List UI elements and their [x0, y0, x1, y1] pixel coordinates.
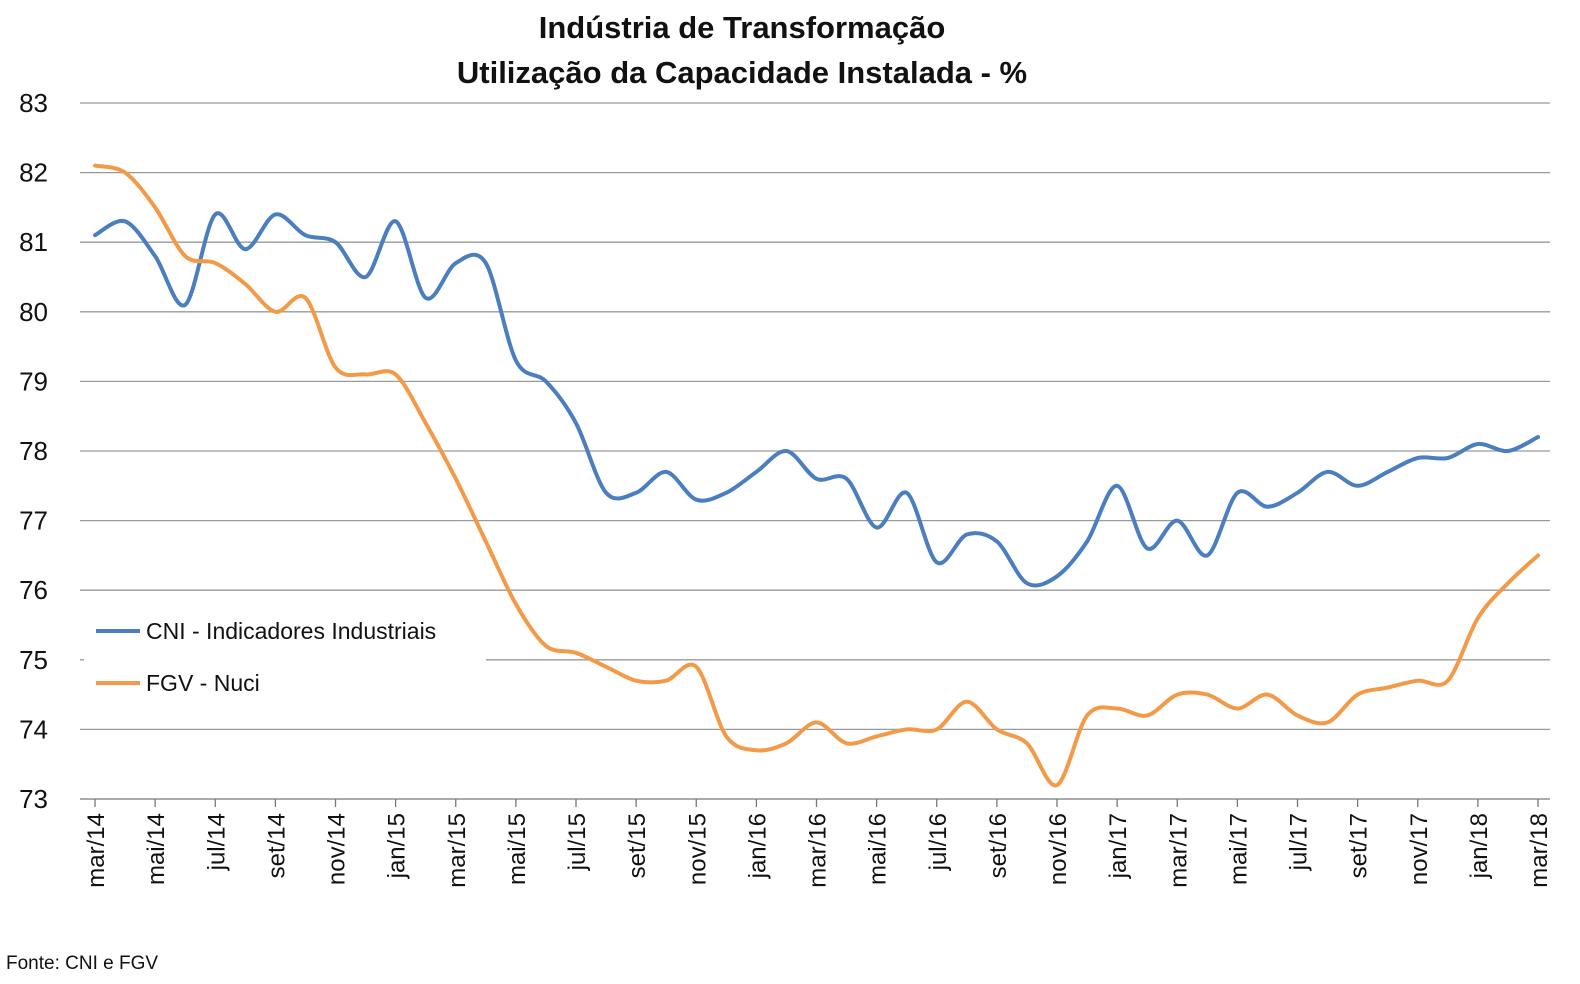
- legend-background: [84, 596, 486, 720]
- x-tick-label: nov/16: [1045, 813, 1072, 885]
- x-tick-label: set/15: [624, 813, 651, 878]
- x-tick-label: nov/15: [684, 813, 711, 885]
- chart-subtitle: Utilização da Capacidade Instalada - %: [457, 55, 1027, 90]
- x-tick-label: mar/18: [1526, 813, 1553, 888]
- legend-label-fgv: FGV - Nuci: [146, 670, 260, 696]
- y-tick-label: 79: [19, 366, 48, 396]
- x-tick-label: mar/17: [1165, 813, 1192, 888]
- x-tick-label: jul/14: [203, 813, 230, 871]
- x-tick-label: set/16: [985, 813, 1012, 878]
- legend: CNI - Indicadores Industriais FGV - Nuci: [96, 618, 436, 696]
- y-tick-label: 83: [19, 88, 48, 118]
- y-axis-ticks: 73 74 75 76 77 78 79 80 81 82 83: [19, 88, 48, 814]
- x-axis-ticks: mar/14 mai/14 jul/14 set/14 nov/14 jan/15 mar/…: [83, 799, 1553, 888]
- x-tick-label: set/14: [263, 813, 290, 878]
- x-tick-label: mai/15: [504, 813, 531, 885]
- x-tick-label: jul/15: [564, 813, 591, 871]
- y-tick-label: 76: [19, 575, 48, 605]
- x-tick-label: mai/17: [1225, 813, 1252, 885]
- y-tick-label: 75: [19, 645, 48, 675]
- source-note: Fonte: CNI e FGV: [6, 953, 158, 974]
- x-tick-label: mai/14: [143, 813, 170, 885]
- y-tick-label: 82: [19, 158, 48, 188]
- x-tick-label: jul/16: [925, 813, 952, 871]
- x-tick-label: jan/18: [1466, 813, 1493, 879]
- y-tick-label: 77: [19, 506, 48, 536]
- x-tick-label: jan/17: [1105, 813, 1132, 879]
- x-tick-label: mai/16: [865, 813, 892, 885]
- y-tick-label: 74: [19, 714, 48, 744]
- x-tick-label: nov/17: [1406, 813, 1433, 885]
- x-tick-label: mar/14: [83, 813, 110, 888]
- series-lines: [93, 163, 1540, 788]
- y-tick-label: 80: [19, 297, 48, 327]
- chart-title: Indústria de Transformação: [539, 10, 946, 45]
- x-tick-label: set/17: [1346, 813, 1373, 878]
- x-tick-label: nov/14: [324, 813, 351, 885]
- series-line-fgv: [93, 163, 1540, 788]
- x-tick-label: jan/15: [384, 813, 411, 879]
- legend-label-cni: CNI - Indicadores Industriais: [146, 618, 436, 644]
- x-tick-label: mar/15: [444, 813, 471, 888]
- series-line-cni: [93, 211, 1540, 588]
- y-tick-label: 81: [19, 227, 48, 257]
- y-tick-label: 73: [19, 784, 48, 814]
- y-tick-label: 78: [19, 436, 48, 466]
- x-tick-label: jul/17: [1286, 813, 1313, 871]
- x-tick-label: jan/16: [744, 813, 771, 879]
- x-tick-label: mar/16: [805, 813, 832, 888]
